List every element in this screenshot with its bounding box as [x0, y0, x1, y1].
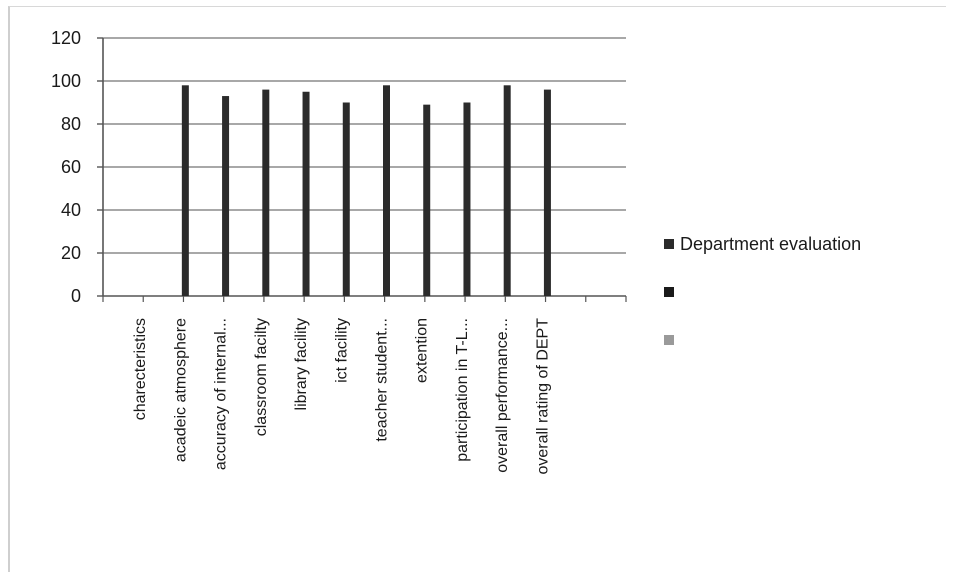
x-tick-label-10: overall rating of DEPT [534, 318, 551, 475]
bar-4 [302, 91, 310, 296]
x-tick-label-8: participation in T-L... [454, 318, 471, 462]
y-tick-label-80: 80 [61, 114, 81, 134]
axes [97, 37, 627, 302]
x-tick-label-1: acadeic atmosphere [172, 318, 189, 462]
x-tick-label-7: extention [414, 318, 431, 383]
x-tick-label-3: classroom facilty [253, 318, 270, 436]
bar-9 [503, 85, 511, 296]
bar-10 [543, 89, 551, 296]
bar-1 [181, 85, 189, 296]
bar-3 [262, 89, 270, 296]
bar-7 [423, 104, 431, 297]
x-tick-label-2: accuracy of internal... [213, 318, 230, 470]
y-tick-label-40: 40 [61, 200, 81, 220]
legend-item-0: Department evaluation [664, 234, 944, 254]
y-tick-labels: 0 20 40 60 80 100 120 [51, 28, 81, 306]
bar-6 [383, 85, 390, 296]
x-tick-label-5: ict facility [333, 318, 350, 383]
y-tick-label-120: 120 [51, 28, 81, 48]
legend-swatch-2 [664, 335, 674, 345]
y-tick-label-0: 0 [71, 286, 81, 306]
y-tick-label-60: 60 [61, 157, 81, 177]
y-tick-label-100: 100 [51, 71, 81, 91]
bar-8 [463, 102, 471, 296]
x-tick-label-9: overall performance... [494, 318, 511, 473]
legend: Department evaluation [664, 234, 944, 378]
x-tick-label-4: library facility [293, 318, 310, 410]
legend-swatch-0 [664, 239, 674, 249]
bar-2 [222, 96, 230, 296]
x-tick-label-0: charecteristics [132, 318, 149, 420]
bars [181, 85, 551, 297]
bar-5 [342, 102, 350, 296]
x-tick-label-6: teacher student... [374, 318, 391, 442]
legend-item-2 [664, 330, 944, 350]
y-tick-label-20: 20 [61, 243, 81, 263]
legend-swatch-1 [664, 287, 674, 297]
x-tick-labels: charecteristics acadeic atmosphere accurac… [132, 318, 551, 475]
legend-label-0: Department evaluation [680, 233, 862, 254]
legend-item-1 [664, 282, 944, 302]
chart-frame [8, 6, 946, 572]
gridlines [103, 37, 626, 254]
